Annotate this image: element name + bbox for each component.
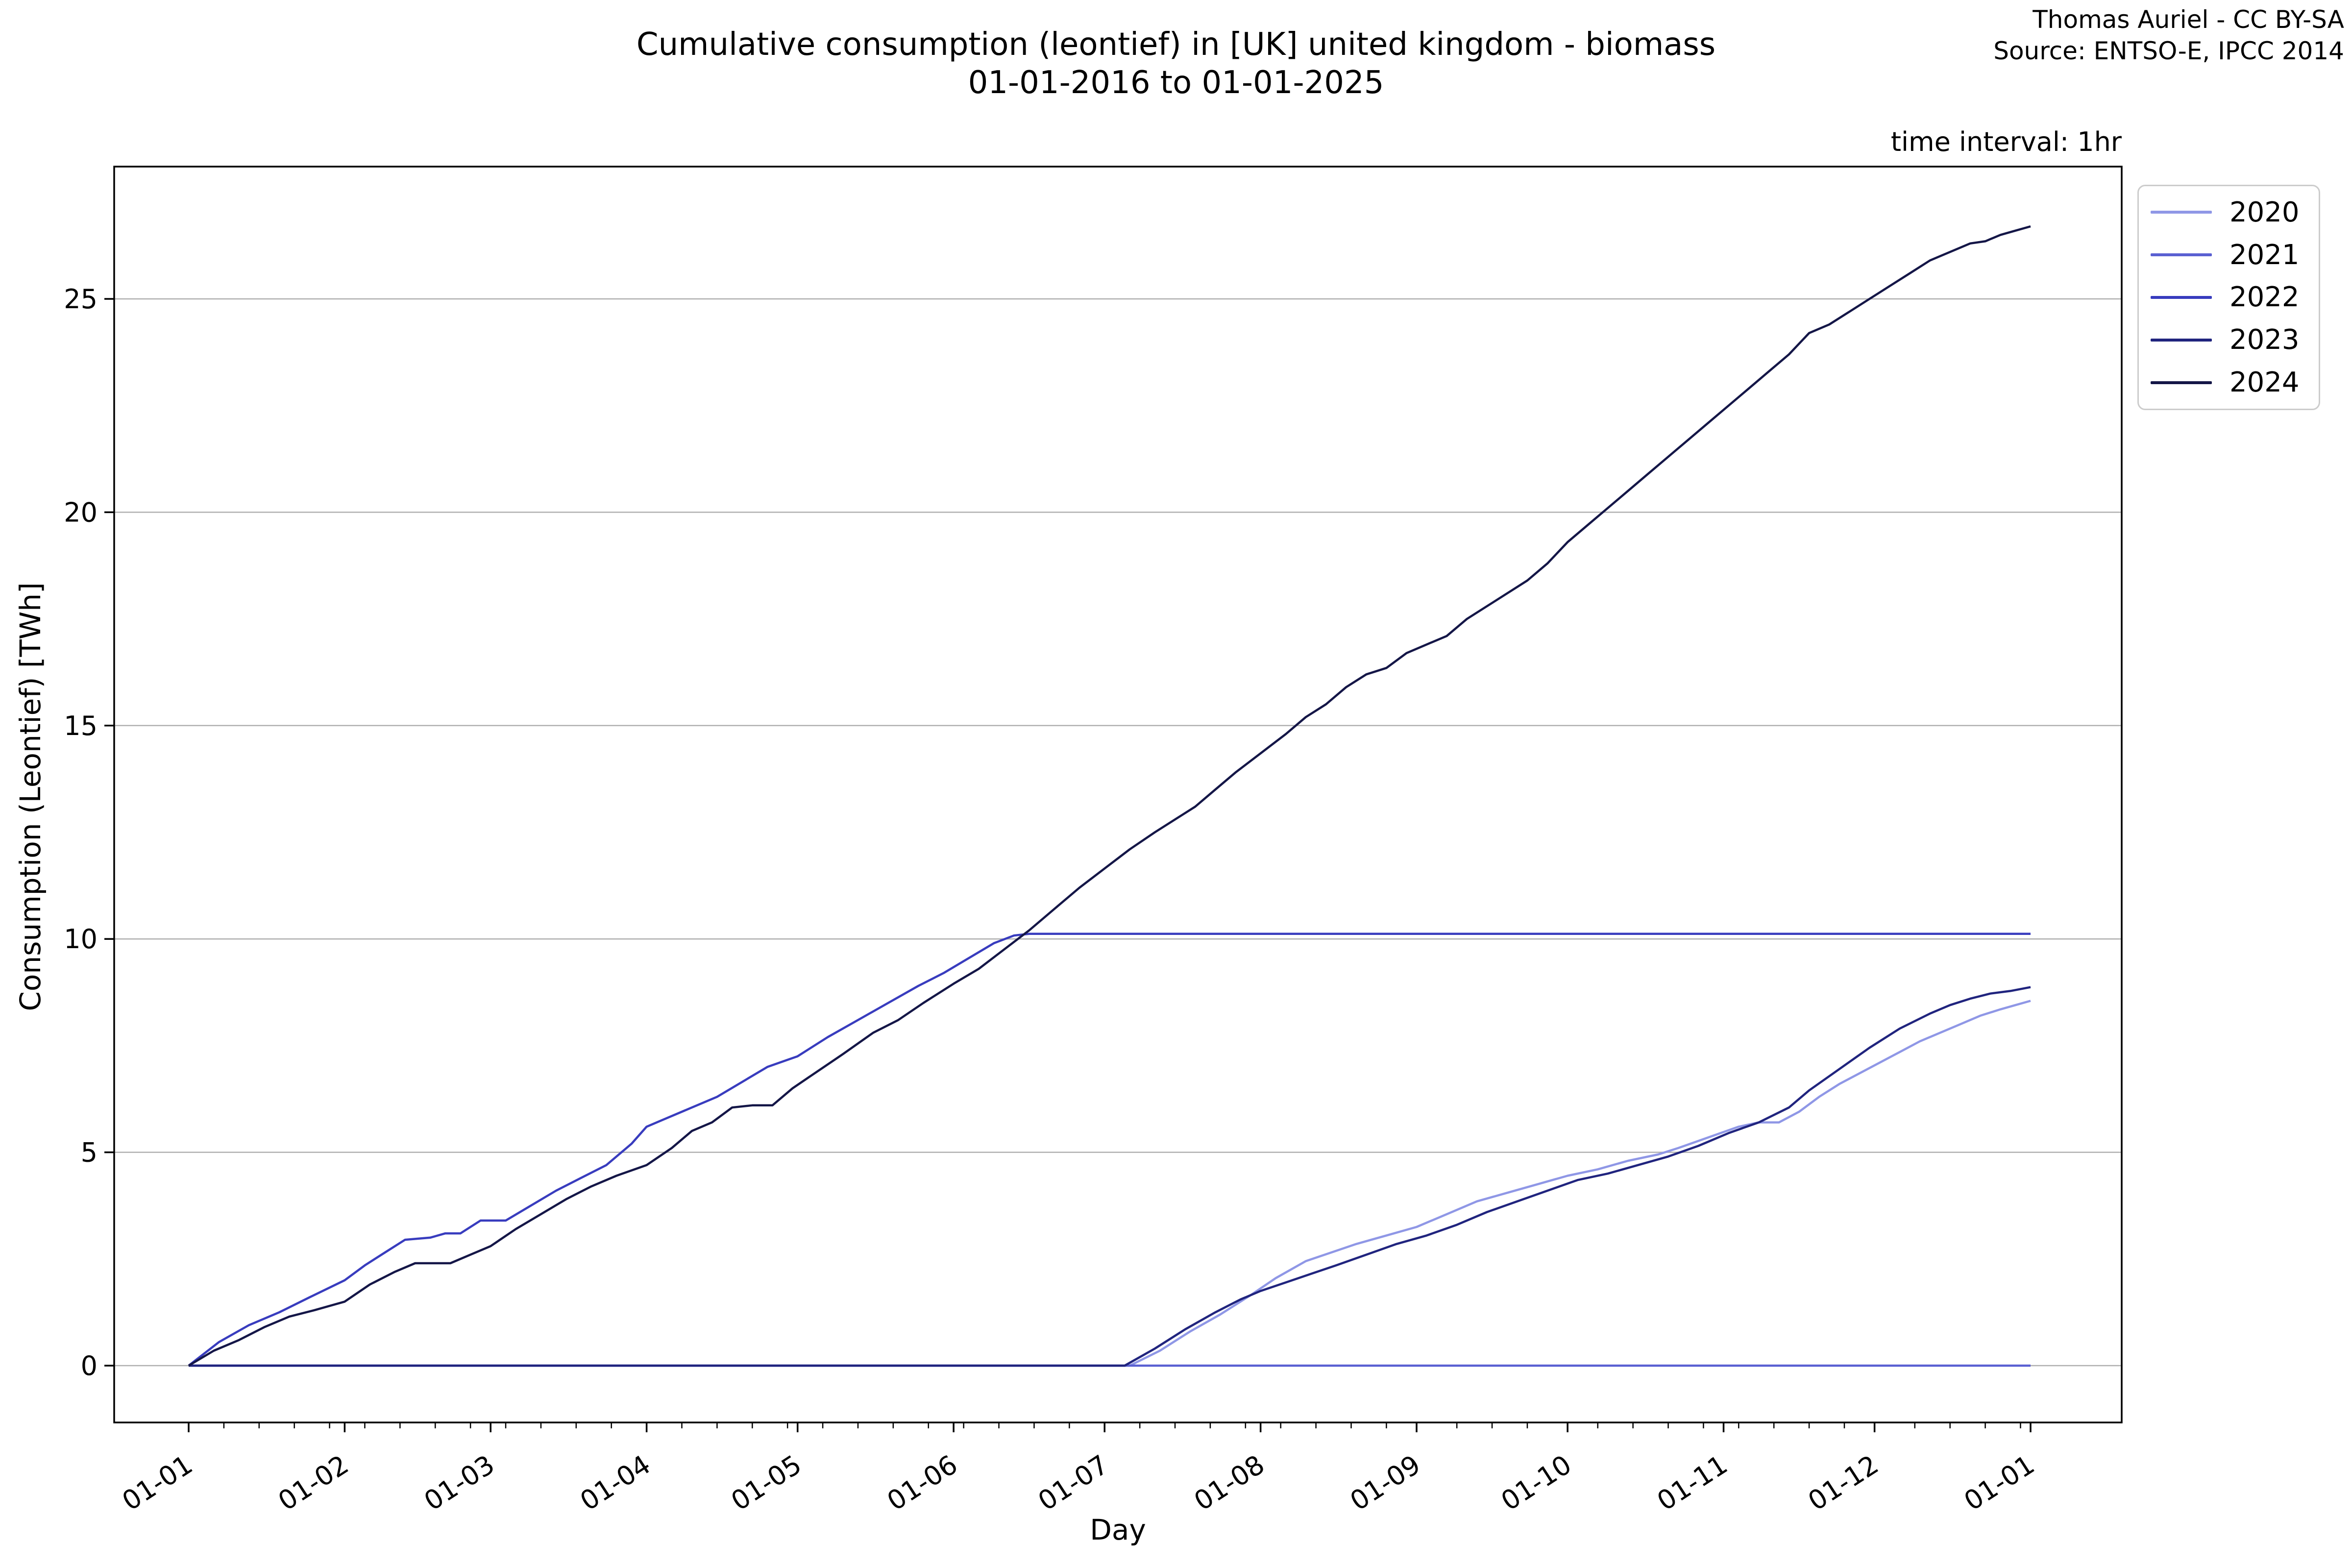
x-tick-label: 01-03 xyxy=(418,1449,500,1517)
series-line-2020 xyxy=(189,1000,2031,1367)
legend: 2020 2021 2022 2023 2024 xyxy=(2137,185,2320,410)
legend-label: 2024 xyxy=(2230,367,2300,399)
x-tick-label: 01-08 xyxy=(1189,1449,1270,1517)
y-tick-label: 20 xyxy=(64,497,98,528)
legend-item-2023: 2023 xyxy=(2139,324,2319,356)
x-tick-label: 01-05 xyxy=(726,1449,807,1517)
axes-frame xyxy=(113,166,2123,1423)
series-line-2022 xyxy=(188,932,2031,1367)
series-line-2023 xyxy=(189,986,2031,1367)
legend-item-2020: 2020 xyxy=(2139,196,2319,228)
x-tick-label: 01-06 xyxy=(882,1449,963,1517)
series-line-2024 xyxy=(188,225,2031,1367)
legend-label: 2022 xyxy=(2230,281,2300,314)
legend-label: 2020 xyxy=(2230,196,2300,228)
y-tick-label: 0 xyxy=(81,1350,98,1381)
y-tick-label: 25 xyxy=(64,284,98,315)
legend-label: 2021 xyxy=(2230,239,2300,271)
legend-swatch-2021 xyxy=(2151,253,2212,257)
legend-swatch-2023 xyxy=(2151,338,2212,342)
legend-swatch-2022 xyxy=(2151,295,2212,299)
x-tick-label: 01-07 xyxy=(1032,1449,1114,1517)
legend-swatch-2024 xyxy=(2151,381,2212,384)
chart-title-line1: Cumulative consumption (leontief) in [UK… xyxy=(636,26,1716,63)
attribution: Thomas Auriel - CC BY-SA Source: ENTSO-E… xyxy=(1993,4,2344,67)
y-tick-label: 5 xyxy=(81,1137,98,1168)
x-tick-label: 01-02 xyxy=(273,1449,354,1517)
attribution-source: Source: ENTSO-E, IPCC 2014 xyxy=(1993,37,2344,65)
x-tick-label: 01-11 xyxy=(1652,1449,1733,1517)
legend-item-2022: 2022 xyxy=(2139,281,2319,313)
chart-title: Cumulative consumption (leontief) in [UK… xyxy=(0,25,2352,102)
chart-title-line2: 01-01-2016 to 01-01-2025 xyxy=(968,65,1384,101)
attribution-author: Thomas Auriel - CC BY-SA xyxy=(2033,5,2344,34)
legend-swatch-2020 xyxy=(2151,211,2212,214)
x-axis-label: Day xyxy=(1090,1513,1146,1546)
legend-item-2024: 2024 xyxy=(2139,367,2319,398)
x-tick-label: 01-10 xyxy=(1495,1449,1577,1517)
y-tick-label: 10 xyxy=(64,924,98,955)
time-interval-note: time interval: 1hr xyxy=(1890,126,2122,157)
legend-item-2021: 2021 xyxy=(2139,239,2319,271)
x-tick-label: 01-12 xyxy=(1803,1449,1884,1517)
x-tick-label: 01-01 xyxy=(117,1449,198,1517)
x-tick-label: 01-01 xyxy=(1959,1449,2040,1517)
y-tick-label: 15 xyxy=(64,710,98,741)
x-tick-label: 01-09 xyxy=(1345,1449,1426,1517)
x-tick-label: 01-04 xyxy=(575,1449,656,1517)
y-axis-label: Consumption (Leontief) [TWh] xyxy=(14,582,47,1011)
legend-label: 2023 xyxy=(2230,324,2300,356)
